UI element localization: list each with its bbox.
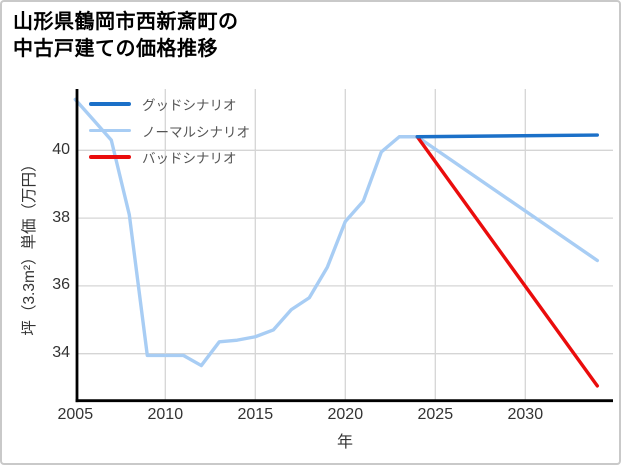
legend-label: バッドシナリオ bbox=[142, 151, 237, 166]
x-tick-label: 2030 bbox=[507, 406, 544, 423]
x-axis-label: 年 bbox=[336, 434, 354, 451]
legend-label: ノーマルシナリオ bbox=[142, 124, 250, 140]
legend-entry: ノーマルシナリオ bbox=[89, 122, 250, 140]
x-tick-label: 2015 bbox=[237, 406, 274, 423]
legend-line-swatch bbox=[89, 128, 131, 133]
series-line-bad bbox=[415, 135, 599, 388]
y-tick-label: 40 bbox=[52, 140, 70, 158]
series-line-good bbox=[415, 133, 599, 139]
x-tick-label: 2020 bbox=[327, 406, 364, 423]
x-tick-label: 2010 bbox=[147, 406, 184, 423]
y-tick-label: 38 bbox=[52, 208, 70, 226]
y-tick-label: 36 bbox=[52, 276, 70, 294]
y-axis-label: 坪（3.3m²）単価（万円） bbox=[21, 156, 38, 336]
legend-entry: バッドシナリオ bbox=[89, 148, 250, 166]
legend-line-swatch bbox=[89, 102, 131, 106]
series-line-normal bbox=[73, 97, 599, 368]
legend-entry: グッドシナリオ bbox=[89, 95, 250, 113]
legend-label: グッドシナリオ bbox=[142, 98, 237, 113]
y-tick-label: 34 bbox=[52, 344, 70, 362]
chart-legend: グッドシナリオ ノーマルシナリオ バッドシナリオ bbox=[89, 95, 250, 175]
legend-line-swatch bbox=[89, 155, 131, 159]
chart-title: 山形県鶴岡市西新斎町の 中古戸建ての価格推移 bbox=[13, 11, 239, 60]
x-tick-label: 2005 bbox=[57, 406, 94, 423]
x-tick-label: 2025 bbox=[417, 406, 454, 423]
